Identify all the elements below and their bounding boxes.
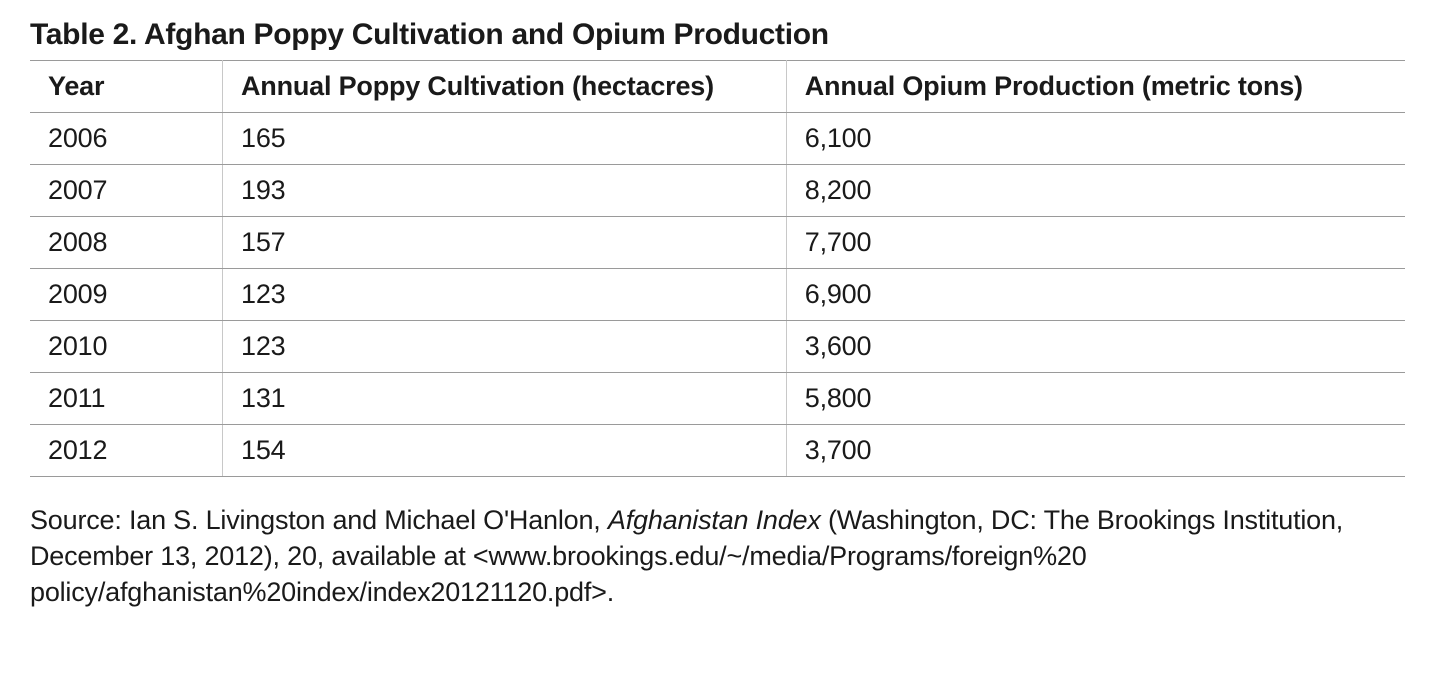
table-cell: 6,900 — [786, 269, 1405, 321]
table-cell: 131 — [223, 373, 787, 425]
column-header-cultivation: Annual Poppy Cultivation (hectacres) — [223, 61, 787, 113]
column-header-production: Annual Opium Production (metric tons) — [786, 61, 1405, 113]
table-cell: 123 — [223, 269, 787, 321]
table-cell: 2012 — [30, 425, 223, 477]
table-cell: 2006 — [30, 113, 223, 165]
table-cell: 2007 — [30, 165, 223, 217]
table-row: 20091236,900 — [30, 269, 1405, 321]
table-cell: 2011 — [30, 373, 223, 425]
table-title: Table 2. Afghan Poppy Cultivation and Op… — [30, 18, 1405, 60]
table-cell: 123 — [223, 321, 787, 373]
source-prefix: Source: Ian S. Livingston and Michael O'… — [30, 505, 608, 535]
table-cell: 165 — [223, 113, 787, 165]
table-cell: 3,700 — [786, 425, 1405, 477]
data-table-container: Table 2. Afghan Poppy Cultivation and Op… — [30, 18, 1405, 611]
table-cell: 5,800 — [786, 373, 1405, 425]
table-cell: 154 — [223, 425, 787, 477]
table-cell: 193 — [223, 165, 787, 217]
table-row: 20071938,200 — [30, 165, 1405, 217]
source-italic-title: Afghanistan Index — [608, 505, 821, 535]
table-cell: 2009 — [30, 269, 223, 321]
table-row: 20061656,100 — [30, 113, 1405, 165]
table-cell: 2010 — [30, 321, 223, 373]
table-cell: 8,200 — [786, 165, 1405, 217]
table-cell: 7,700 — [786, 217, 1405, 269]
table-row: 20081577,700 — [30, 217, 1405, 269]
table-cell: 2008 — [30, 217, 223, 269]
table-row: 20111315,800 — [30, 373, 1405, 425]
table-cell: 3,600 — [786, 321, 1405, 373]
table-cell: 6,100 — [786, 113, 1405, 165]
source-citation: Source: Ian S. Livingston and Michael O'… — [30, 503, 1405, 611]
column-header-year: Year — [30, 61, 223, 113]
table-cell: 157 — [223, 217, 787, 269]
data-table: Year Annual Poppy Cultivation (hectacres… — [30, 60, 1405, 477]
table-header-row: Year Annual Poppy Cultivation (hectacres… — [30, 61, 1405, 113]
table-row: 20101233,600 — [30, 321, 1405, 373]
table-row: 20121543,700 — [30, 425, 1405, 477]
table-body: 20061656,10020071938,20020081577,7002009… — [30, 113, 1405, 477]
